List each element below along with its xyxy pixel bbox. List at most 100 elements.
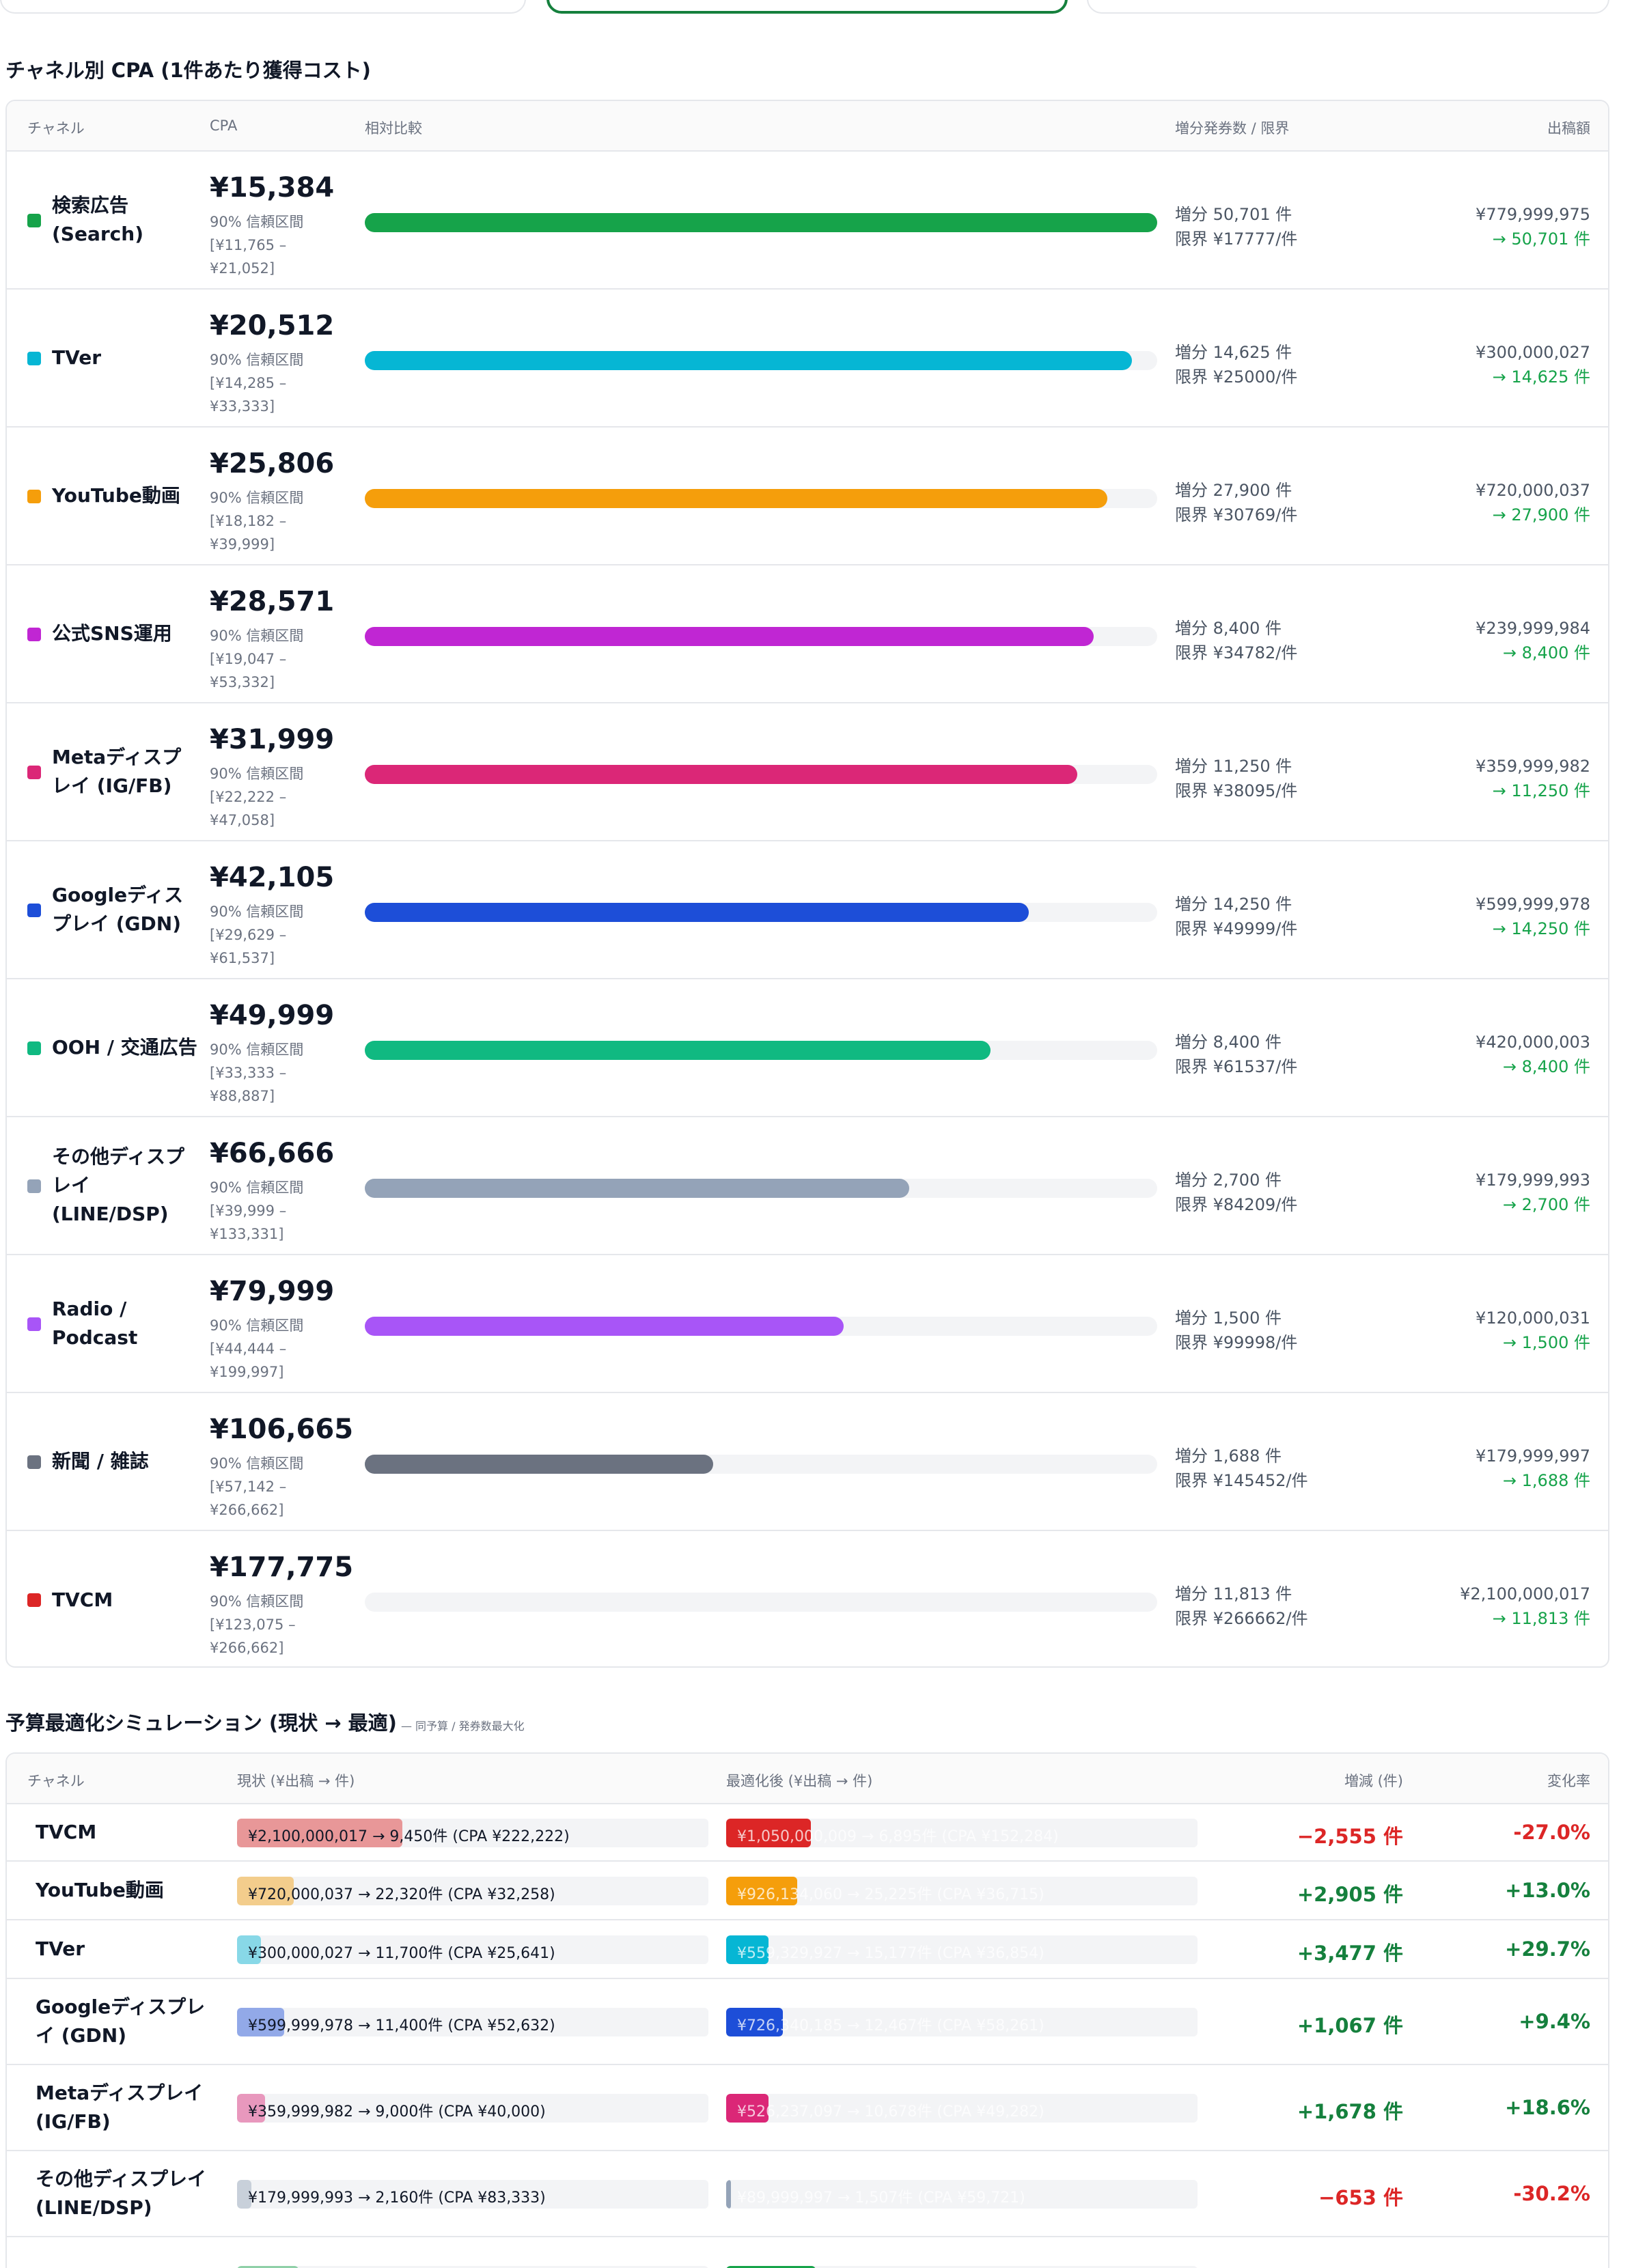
spend-amount: ¥300,000,027 <box>1476 343 1590 362</box>
opt-row[interactable]: Googleディスプレイ (GDN) ¥599,999,978 → 11,400件… <box>7 1979 1608 2065</box>
change-rate: +29.7% <box>1505 1937 1590 1961</box>
opt-row[interactable]: TVCM ¥2,100,000,017 → 9,450件 (CPA ¥222,22… <box>7 1804 1608 1862</box>
increment-info: 増分 14,250 件限界 ¥49999/件 <box>1175 892 1297 941</box>
cpa-row[interactable]: YouTube動画 ¥25,806 90% 信頼区間 [¥18,182 – ¥39,9… <box>7 428 1608 565</box>
confidence-interval: 90% 信頼区間 [¥39,999 – ¥133,331] <box>210 1176 346 1246</box>
relative-bar-track <box>365 627 1157 646</box>
relative-bar-track <box>365 1593 1157 1612</box>
relative-bar-track <box>365 903 1157 922</box>
cpa-row[interactable]: OOH / 交通広告 ¥49,999 90% 信頼区間 [¥33,333 – ¥88,… <box>7 979 1608 1117</box>
ci-range: [¥39,999 – ¥133,331] <box>210 1203 287 1242</box>
relative-bar-fill <box>365 627 1094 646</box>
cpa-value: ¥20,512 <box>210 310 335 341</box>
opt-row[interactable]: その他ディスプレイ (LINE/DSP) ¥179,999,993 → 2,160… <box>7 2151 1608 2237</box>
cpa-value: ¥25,806 <box>210 448 335 479</box>
header-increment: 増分発券数 / 限界 <box>1175 120 1290 137</box>
increment-info: 増分 50,701 件限界 ¥17777/件 <box>1175 202 1297 251</box>
cpa-row[interactable]: 公式SNS運用 ¥28,571 90% 信頼区間 [¥19,047 – ¥53,332… <box>7 565 1608 703</box>
ci-label: 90% 信頼区間 <box>210 1593 304 1610</box>
channel-color-swatch <box>27 766 41 779</box>
summary-card-1[interactable] <box>0 0 526 14</box>
marginal-cpa: 限界 ¥99998/件 <box>1175 1333 1298 1352</box>
ci-label: 90% 信頼区間 <box>210 214 304 230</box>
current-bar-text: ¥179,999,993 → 2,160件 (CPA ¥83,333) <box>248 2189 546 2207</box>
optimized-bar-text: ¥526,237,097 → 10,678件 (CPA ¥49,282) <box>737 2103 1044 2120</box>
cpa-value: ¥49,999 <box>210 1000 335 1031</box>
cpa-row[interactable]: Radio / Podcast ¥79,999 90% 信頼区間 [¥44,444 –… <box>7 1255 1608 1393</box>
increment-info: 増分 1,688 件限界 ¥145452/件 <box>1175 1444 1308 1493</box>
channel-color-swatch <box>27 1179 41 1193</box>
increment-count: 増分 8,400 件 <box>1175 619 1282 638</box>
header-compare: 相対比較 <box>365 120 422 137</box>
current-bar-text: ¥359,999,982 → 9,000件 (CPA ¥40,000) <box>248 2103 546 2120</box>
opt-row[interactable]: TVer ¥300,000,027 → 11,700件 (CPA ¥25,641)… <box>7 1920 1608 1979</box>
spend-info: ¥420,000,003 → 8,400 件 <box>1476 1030 1590 1079</box>
marginal-cpa: 限界 ¥266662/件 <box>1175 1609 1308 1628</box>
relative-bar-track <box>365 351 1157 370</box>
spend-result: → 14,625 件 <box>1492 367 1590 387</box>
change-rate: -30.2% <box>1513 2182 1590 2205</box>
increment-info: 増分 27,900 件限界 ¥30769/件 <box>1175 478 1297 527</box>
cpa-value: ¥42,105 <box>210 862 335 893</box>
cpa-value: ¥15,384 <box>210 172 335 204</box>
current-bar: ¥179,999,993 → 2,160件 (CPA ¥83,333) <box>237 2180 708 2209</box>
current-bar-text: ¥720,000,037 → 22,320件 (CPA ¥32,258) <box>248 1886 555 1903</box>
current-bar-fill <box>237 1819 402 1847</box>
channel-name: 検索広告 (Search) <box>52 194 143 245</box>
optimized-bar-fill <box>726 1877 797 1905</box>
spend-result: → 11,813 件 <box>1492 1609 1590 1628</box>
channel-name: その他ディスプレイ (LINE/DSP) <box>36 2168 207 2219</box>
ci-range: [¥57,142 – ¥266,662] <box>210 1479 287 1518</box>
cpa-row[interactable]: TVer ¥20,512 90% 信頼区間 [¥14,285 – ¥33,333] 増分… <box>7 290 1608 428</box>
cpa-row[interactable]: Googleディスプレイ (GDN) ¥42,105 90% 信頼区間 [¥29,62… <box>7 841 1608 979</box>
marginal-cpa: 限界 ¥17777/件 <box>1175 229 1298 249</box>
change-rate: +9.4% <box>1519 2010 1590 2033</box>
optimized-bar: ¥926,134,060 → 25,225件 (CPA ¥36,715) <box>726 1877 1198 1905</box>
channel-name: YouTube動画 <box>52 484 180 507</box>
opt-row[interactable]: 検索広告 (Search) ¥779,999,975 → 40,561件 (CPA… <box>7 2237 1608 2268</box>
ci-range: [¥29,629 – ¥61,537] <box>210 927 287 966</box>
spend-info: ¥2,100,000,017 → 11,813 件 <box>1460 1582 1590 1631</box>
channel-color-swatch <box>27 1593 41 1607</box>
spend-info: ¥300,000,027 → 14,625 件 <box>1476 340 1590 389</box>
cpa-row[interactable]: TVCM ¥177,775 90% 信頼区間 [¥123,075 – ¥266,662… <box>7 1531 1608 1666</box>
opt-row[interactable]: YouTube動画 ¥720,000,037 → 22,320件 (CPA ¥32… <box>7 1862 1608 1920</box>
spend-result: → 8,400 件 <box>1502 643 1590 662</box>
cpa-value: ¥177,775 <box>210 1552 354 1583</box>
marginal-cpa: 限界 ¥38095/件 <box>1175 781 1298 800</box>
channel-name: TVer <box>52 346 102 369</box>
delta-count: +1,678 件 <box>1297 2100 1403 2123</box>
spend-result: → 14,250 件 <box>1492 919 1590 938</box>
current-bar: ¥300,000,027 → 11,700件 (CPA ¥25,641) <box>237 1935 708 1964</box>
summary-card-2-selected[interactable] <box>546 0 1068 14</box>
ci-label: 90% 信頼区間 <box>210 1317 304 1334</box>
current-bar-fill <box>237 1877 294 1905</box>
increment-count: 増分 8,400 件 <box>1175 1033 1282 1052</box>
spend-result: → 50,701 件 <box>1492 229 1590 249</box>
cpa-row[interactable]: 検索広告 (Search) ¥15,384 90% 信頼区間 [¥11,765 – ¥… <box>7 152 1608 290</box>
confidence-interval: 90% 信頼区間 [¥44,444 – ¥199,997] <box>210 1314 346 1384</box>
relative-bar-track <box>365 1179 1157 1198</box>
current-bar-fill <box>237 2266 299 2268</box>
channel-color-swatch <box>27 904 41 917</box>
channel-name: TVCM <box>52 1588 113 1611</box>
spend-result: → 2,700 件 <box>1502 1195 1590 1214</box>
channel-color-swatch <box>27 628 41 641</box>
channel-name: 検索広告 (Search) <box>36 2265 220 2268</box>
optimized-bar-text: ¥726,340,185 → 12,467件 (CPA ¥58,261) <box>737 2017 1044 2034</box>
current-bar-fill <box>237 2180 251 2209</box>
summary-card-3[interactable] <box>1087 0 1609 14</box>
opt-row[interactable]: Metaディスプレイ (IG/FB) ¥359,999,982 → 9,000件 … <box>7 2065 1608 2151</box>
current-bar: ¥720,000,037 → 22,320件 (CPA ¥32,258) <box>237 1877 708 1905</box>
channel-color-swatch <box>27 1041 41 1055</box>
delta-count: +3,477 件 <box>1297 1942 1403 1965</box>
cpa-row[interactable]: 新聞 / 雑誌 ¥106,665 90% 信頼区間 [¥57,142 – ¥266,6… <box>7 1393 1608 1531</box>
cpa-row[interactable]: その他ディスプレイ (LINE/DSP) ¥66,666 90% 信頼区間 [¥39,… <box>7 1117 1608 1255</box>
channel-name: Googleディスプレイ (GDN) <box>52 884 184 935</box>
channel-color-swatch <box>27 352 41 365</box>
cpa-row[interactable]: Metaディスプレイ (IG/FB) ¥31,999 90% 信頼区間 [¥22,22… <box>7 703 1608 841</box>
channel-name: Radio / Podcast <box>52 1298 138 1349</box>
marginal-cpa: 限界 ¥34782/件 <box>1175 643 1298 662</box>
spend-result: → 1,688 件 <box>1502 1471 1590 1490</box>
marginal-cpa: 限界 ¥61537/件 <box>1175 1057 1298 1076</box>
